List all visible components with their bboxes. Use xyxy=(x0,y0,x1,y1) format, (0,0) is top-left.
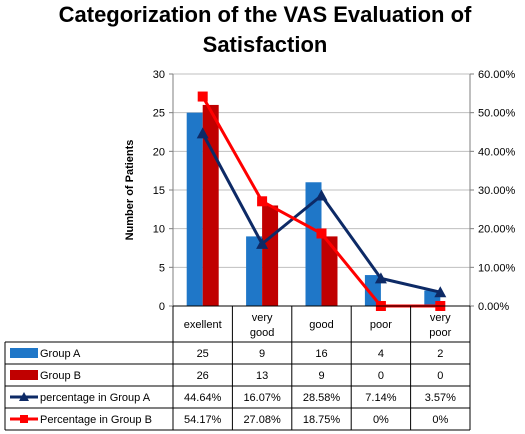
bar-group-b xyxy=(321,236,338,306)
y-tick-label: 30 xyxy=(153,69,165,81)
y2-tick-label: 10.00% xyxy=(478,262,516,274)
data-label: 7.14% xyxy=(365,392,396,404)
y-tick-label: 0 xyxy=(159,301,165,313)
y-tick-label: 5 xyxy=(159,262,165,274)
bar-group-b xyxy=(262,205,279,306)
bar-group-a xyxy=(305,182,322,306)
data-label: 54.17% xyxy=(184,414,222,426)
x-tick-label: exellent xyxy=(184,319,222,331)
data-label: 0 xyxy=(437,370,443,382)
marker-triangle xyxy=(196,127,209,139)
chart-title-line-2: Satisfaction xyxy=(203,32,328,57)
legend-label: Group A xyxy=(40,348,81,360)
data-label: 44.64% xyxy=(184,392,222,404)
legend-label: Percentage in Group B xyxy=(40,414,152,426)
legend-marker xyxy=(19,392,29,401)
data-label: 9 xyxy=(259,348,265,360)
marker-triangle xyxy=(256,237,269,249)
x-tick-label: very xyxy=(252,312,273,324)
data-label: 16 xyxy=(315,348,327,360)
x-tick-label: very xyxy=(430,312,451,324)
data-label: 27.08% xyxy=(243,414,281,426)
data-label: 0% xyxy=(373,414,389,426)
marker-square xyxy=(257,196,268,207)
legend-swatch xyxy=(10,370,38,380)
data-label: 13 xyxy=(256,370,268,382)
data-label: 4 xyxy=(378,348,384,360)
y2-tick-label: 40.00% xyxy=(478,146,516,158)
marker-triangle xyxy=(374,272,387,284)
y-axis-label: Number of Patients xyxy=(124,140,136,241)
legend-marker xyxy=(20,415,28,423)
x-tick-label: good xyxy=(250,327,274,339)
y2-tick-label: 0.00% xyxy=(478,301,509,313)
data-label: 26 xyxy=(197,370,209,382)
data-label: 9 xyxy=(318,370,324,382)
data-label: 25 xyxy=(197,348,209,360)
x-tick-label: poor xyxy=(429,327,451,339)
chart-title-line-1: Categorization of the VAS Evaluation of xyxy=(59,2,472,27)
data-label: 16.07% xyxy=(243,392,281,404)
y2-tick-label: 30.00% xyxy=(478,185,516,197)
legend-label: Group B xyxy=(40,370,81,382)
legend-swatch xyxy=(10,348,38,358)
x-tick-label: poor xyxy=(370,319,392,331)
data-label: 3.57% xyxy=(425,392,456,404)
y-tick-label: 15 xyxy=(153,185,165,197)
y2-tick-label: 20.00% xyxy=(478,224,516,236)
data-label: 0 xyxy=(378,370,384,382)
bar-group-a xyxy=(186,112,203,307)
marker-triangle xyxy=(315,189,328,201)
data-label: 18.75% xyxy=(303,414,341,426)
bar-group-a xyxy=(246,236,263,306)
marker-triangle xyxy=(434,286,447,298)
y-tick-label: 25 xyxy=(153,108,165,120)
x-tick-label: good xyxy=(309,319,333,331)
y2-tick-label: 60.00% xyxy=(478,69,516,81)
y2-tick-label: 50.00% xyxy=(478,108,516,120)
data-label: 2 xyxy=(437,348,443,360)
marker-square xyxy=(197,91,208,102)
legend-label: percentage in Group A xyxy=(40,392,151,404)
marker-square xyxy=(316,228,327,239)
data-label: 0% xyxy=(432,414,448,426)
data-label: 28.58% xyxy=(303,392,341,404)
y-tick-label: 20 xyxy=(153,146,165,158)
y-tick-label: 10 xyxy=(153,224,165,236)
